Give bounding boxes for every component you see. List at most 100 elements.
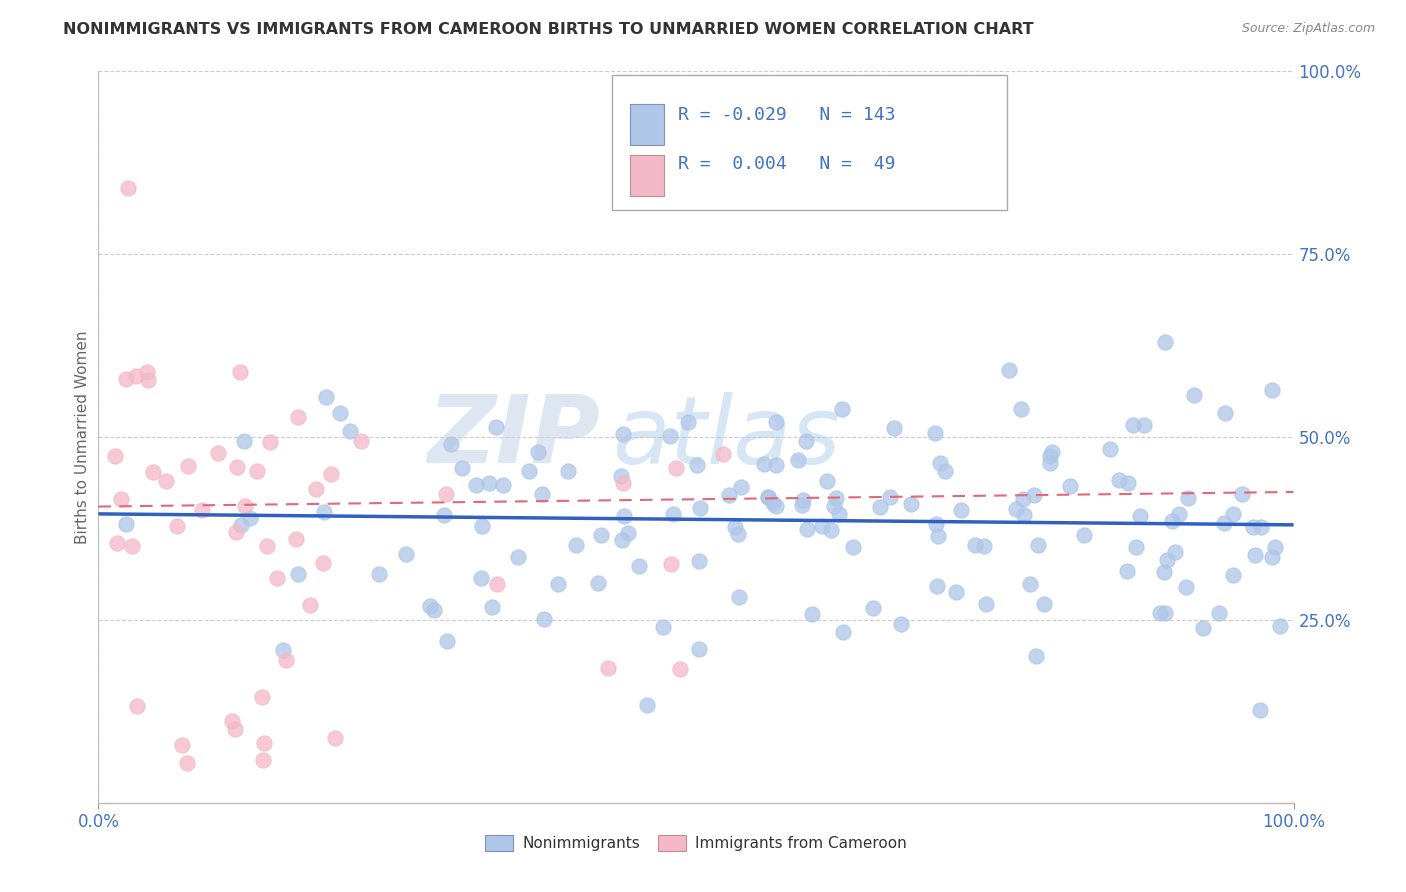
Point [252,690,274,705]
Text: Source: ZipAtlas.com: Source: ZipAtlas.com [1241,22,1375,36]
Point [506,550,529,565]
Point [792,493,814,508]
Point [1024,488,1046,502]
Point [841,540,863,554]
Point [765,458,787,472]
Point [339,424,361,438]
Point [1012,491,1035,506]
Point [125,698,148,713]
Point [890,616,912,631]
Point [1133,417,1156,432]
Point [998,363,1021,377]
Point [155,474,177,488]
Point [832,625,855,640]
Point [831,402,853,417]
Point [1222,568,1244,582]
Point [176,756,198,770]
Point [823,500,845,514]
Point [676,415,699,429]
Point [433,508,456,522]
Point [1261,383,1284,397]
Point [815,475,838,489]
Point [825,491,848,505]
Point [233,434,256,449]
Point [350,434,373,449]
Point [465,478,488,492]
Text: NONIMMIGRANTS VS IMMIGRANTS FROM CAMEROON BIRTHS TO UNMARRIED WOMEN CORRELATION : NONIMMIGRANTS VS IMMIGRANTS FROM CAMEROO… [63,22,1033,37]
Point [1116,476,1139,491]
Point [492,478,515,492]
Point [730,479,752,493]
Point [617,526,640,541]
Point [125,369,148,384]
Point [287,410,309,425]
Point [434,487,457,501]
Point [879,490,901,504]
Point [419,599,441,613]
Point [1182,387,1205,401]
Point [689,500,711,515]
Point [1222,507,1244,521]
Point [883,421,905,435]
Point [1004,501,1026,516]
Point [665,461,688,475]
Point [610,533,633,547]
Point [252,753,274,767]
Point [659,429,682,443]
Point [1250,703,1272,717]
Point [110,491,132,506]
Point [547,577,569,591]
Point [314,505,336,519]
Point [820,523,842,537]
Point [271,642,294,657]
Point [1032,598,1054,612]
Point [1167,508,1189,522]
Point [1099,442,1122,456]
Point [965,538,987,552]
Point [1038,456,1060,470]
Point [423,603,446,617]
Point [285,532,308,546]
Point [436,634,458,648]
Point [1129,508,1152,523]
Point [796,522,818,536]
Point [924,426,946,441]
Point [669,662,692,676]
Point [862,601,884,615]
Point [1213,516,1236,531]
Bar [630,155,664,195]
Point [659,557,682,571]
Point [927,529,949,543]
Point [115,372,138,386]
Point [794,434,817,449]
Point [596,661,619,675]
Point [177,458,200,473]
Point [170,738,193,752]
Point [207,446,229,460]
Point [226,460,249,475]
Point [224,722,246,736]
Point [221,714,243,728]
Point [1010,401,1032,416]
Point [928,456,950,470]
Point [756,490,779,504]
Point [1125,541,1147,555]
Point [718,488,741,502]
Point [1161,515,1184,529]
Point [724,520,747,534]
Point [117,181,139,195]
Point [1208,606,1230,620]
Point [973,539,995,553]
Point [1250,519,1272,533]
Point [945,585,967,599]
Point [765,415,787,429]
Point [325,731,347,745]
Text: ZIP: ZIP [427,391,600,483]
Point [557,464,579,478]
Point [612,475,634,490]
Point [950,503,973,517]
Point [727,527,749,541]
Point [1153,566,1175,580]
Point [485,419,508,434]
Point [533,612,555,626]
